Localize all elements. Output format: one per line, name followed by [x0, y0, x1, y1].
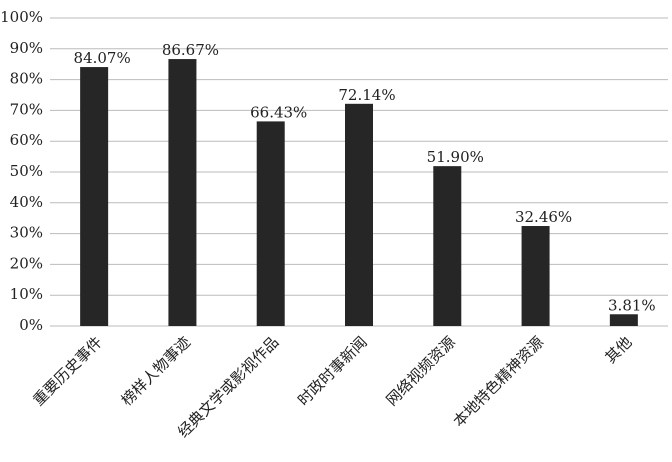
value-label: 84.07% — [74, 49, 131, 67]
bar — [521, 226, 550, 326]
x-tick-label: 网络视频资源 — [383, 333, 459, 409]
y-tick-label: 40% — [10, 193, 43, 211]
x-tick-label: 榜样人物事迹 — [118, 333, 194, 409]
x-tick-label: 本地特色精神资源 — [450, 333, 548, 431]
y-tick-label: 0% — [19, 316, 43, 334]
y-tick-label: 100% — [0, 8, 43, 26]
x-tick-label: 时政时事新闻 — [294, 333, 370, 409]
value-label: 86.67% — [162, 41, 219, 59]
y-tick-label: 90% — [10, 39, 43, 57]
bar — [168, 59, 197, 327]
bar — [256, 121, 285, 326]
y-tick-label: 60% — [10, 131, 43, 149]
bar — [345, 103, 373, 326]
x-tick-label: 重要历史事件 — [29, 333, 105, 409]
y-tick-label: 50% — [10, 162, 43, 180]
bar — [433, 166, 462, 326]
value-label: 72.14% — [338, 86, 395, 104]
value-label: 66.43% — [250, 103, 307, 121]
y-tick-label: 70% — [10, 100, 43, 118]
y-tick-label: 10% — [10, 285, 43, 303]
y-tick-label: 20% — [10, 254, 43, 272]
bar — [609, 314, 638, 326]
value-label: 51.90% — [427, 148, 484, 166]
bar — [80, 67, 109, 327]
value-label: 3.81% — [608, 296, 656, 314]
y-tick-label: 80% — [10, 70, 43, 88]
x-tick-label: 其他 — [602, 333, 636, 367]
value-label: 32.46% — [515, 208, 572, 226]
y-tick-label: 30% — [10, 224, 43, 242]
